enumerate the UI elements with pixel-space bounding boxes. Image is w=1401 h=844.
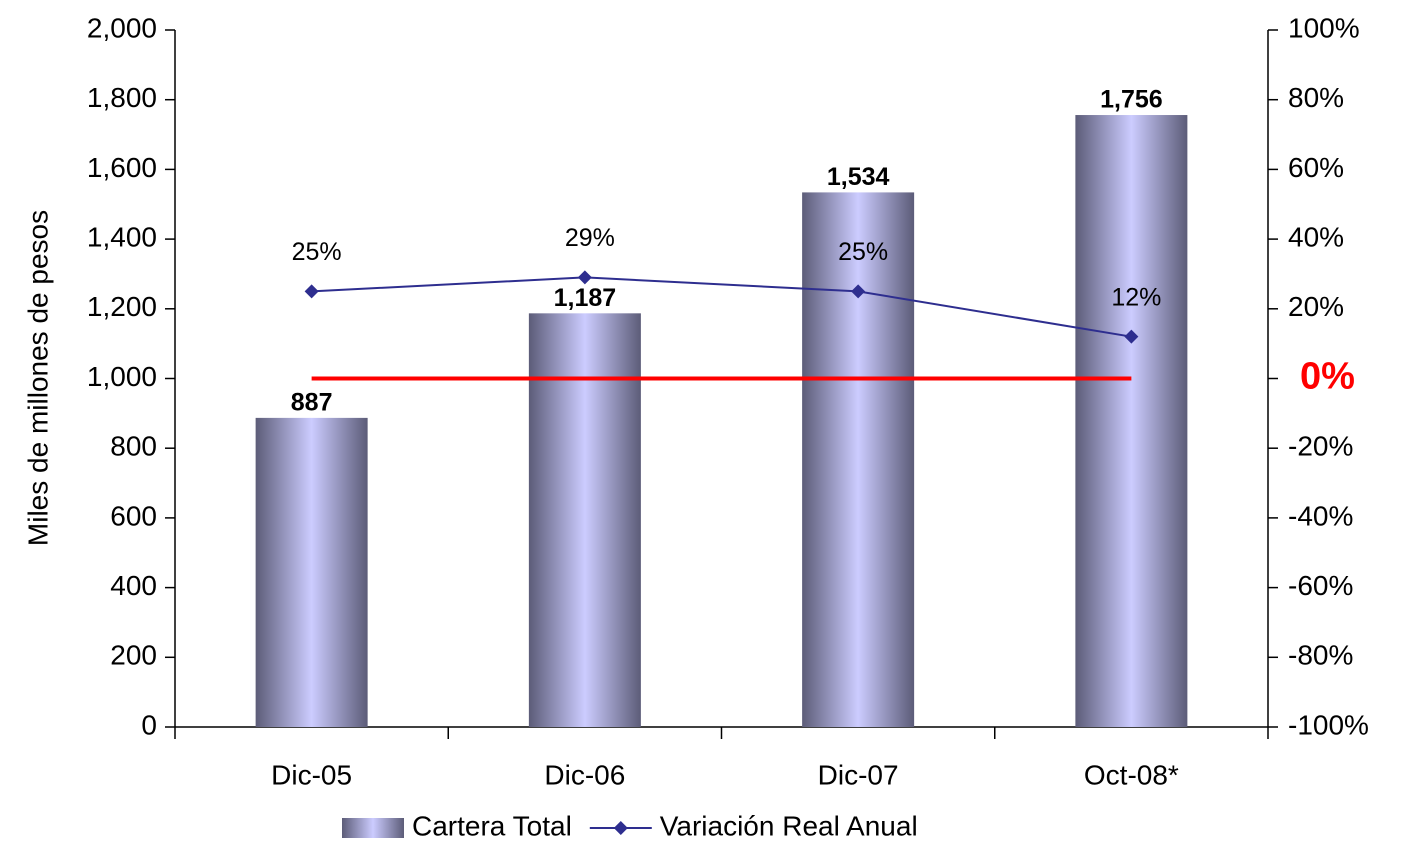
y2-tick-label: 100% (1288, 12, 1360, 43)
y2-tick-label: -80% (1288, 640, 1353, 671)
line (311, 276, 1132, 338)
x-tick-label: Dic-05 (271, 759, 352, 790)
legend: Cartera Total Variación Real Anual (342, 810, 918, 841)
line-value-label: 25% (292, 238, 342, 266)
bar (802, 192, 915, 727)
x-tick-label: Oct-08* (1084, 759, 1179, 790)
bar (1075, 115, 1188, 727)
y-tick-label: 1,800 (87, 82, 157, 113)
y-tick-label: 200 (110, 640, 157, 671)
marker (851, 284, 866, 299)
marker (577, 270, 592, 285)
y2-tick-label: 60% (1288, 152, 1344, 183)
line-value-label: 12% (1111, 283, 1161, 311)
y2-tick-label: -60% (1288, 570, 1353, 601)
y-tick-label: 0 (141, 709, 157, 740)
bar-value-label: 1,187 (554, 284, 617, 312)
marker (1124, 329, 1139, 344)
y-tick-label: 1,200 (87, 291, 157, 322)
y2-tick-label: 20% (1288, 291, 1344, 322)
y2-tick-label: -40% (1288, 500, 1353, 531)
y-tick-label: 1,600 (87, 152, 157, 183)
legend-swatch (342, 818, 404, 838)
line-value-label: 25% (838, 238, 888, 266)
legend-label: Variación Real Anual (660, 810, 918, 841)
bar (255, 417, 368, 727)
marker (304, 284, 319, 299)
legend-marker (613, 821, 628, 835)
y2-tick-label: 40% (1288, 221, 1344, 252)
legend-label: Cartera Total (412, 810, 572, 841)
y-tick-label: 400 (110, 570, 157, 601)
line-value-label: 29% (565, 224, 615, 252)
y-tick-label: 600 (110, 500, 157, 531)
x-tick-label: Dic-07 (818, 759, 899, 790)
y2-tick-label: 0% (1300, 356, 1355, 398)
bar-value-label: 1,534 (827, 163, 890, 191)
x-tick-label: Dic-06 (544, 759, 625, 790)
y-axis-label: Miles de millones de pesos (22, 210, 53, 546)
y2-tick-label: -100% (1288, 709, 1369, 740)
y2-tick-label: 80% (1288, 82, 1344, 113)
y2-tick-label: -20% (1288, 431, 1353, 462)
bar-value-label: 887 (291, 388, 333, 416)
y-tick-label: 800 (110, 431, 157, 462)
bar (528, 313, 641, 727)
bar-value-label: 1,756 (1100, 86, 1163, 114)
y-tick-label: 1,000 (87, 361, 157, 392)
y-tick-label: 2,000 (87, 12, 157, 43)
y-tick-label: 1,400 (87, 221, 157, 252)
